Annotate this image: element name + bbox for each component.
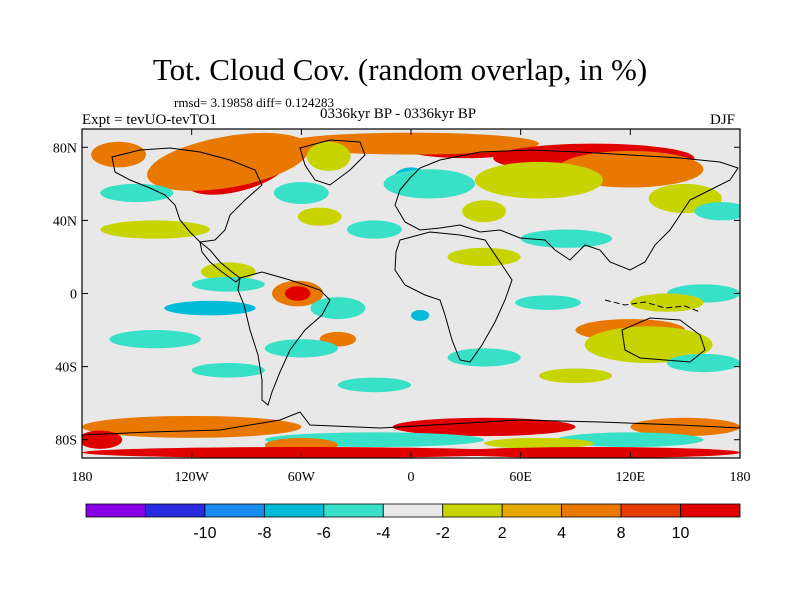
colorbar-swatch bbox=[145, 503, 206, 518]
anomaly-patch bbox=[82, 430, 123, 449]
colorbar-label: -6 bbox=[317, 525, 331, 542]
anomaly-patch bbox=[447, 348, 521, 367]
anomaly-patch bbox=[310, 297, 366, 320]
period-label: 0336kyr BP - 0336kyr BP bbox=[320, 106, 477, 122]
x-tick-label: 120W bbox=[175, 470, 210, 485]
anomaly-patch bbox=[147, 132, 310, 191]
coastline-south-america bbox=[237, 271, 331, 406]
anomaly-patch bbox=[694, 202, 740, 221]
x-tick-label: 180 bbox=[730, 470, 751, 485]
colorbar: -10 -8 -6 -4 -2 2 4 8 10 bbox=[85, 503, 741, 542]
colorbar-label: -2 bbox=[436, 525, 450, 542]
colorbar-label: -8 bbox=[257, 525, 271, 542]
colorbar-swatch bbox=[85, 503, 146, 518]
anomaly-patch bbox=[392, 417, 576, 437]
anomaly-patch bbox=[264, 339, 338, 358]
coastline-indonesia bbox=[604, 299, 701, 313]
anomaly-patch bbox=[538, 368, 613, 384]
x-tick-label: 0 bbox=[408, 470, 415, 485]
anomaly-patch bbox=[584, 326, 713, 363]
colorbar-swatch bbox=[204, 503, 265, 518]
colorbar-label: -10 bbox=[193, 525, 216, 542]
colorbar-swatch bbox=[501, 503, 563, 518]
coastline-greenland bbox=[299, 139, 366, 186]
anomaly-patch bbox=[191, 362, 265, 378]
y-tick-label: 80N bbox=[53, 141, 77, 156]
anomaly-patch bbox=[474, 161, 603, 199]
anomaly-patch bbox=[91, 141, 146, 168]
anomaly-patch bbox=[520, 229, 613, 248]
map-title: Tot. Cloud Cov. (random overlap, in %) bbox=[152, 52, 648, 87]
anomaly-patch bbox=[109, 330, 201, 349]
colorbar-swatch bbox=[680, 503, 741, 518]
anomaly-patch bbox=[347, 220, 402, 239]
coastline-north-america bbox=[111, 147, 263, 243]
anomaly-patch bbox=[666, 353, 740, 373]
anomaly-patch bbox=[447, 247, 521, 267]
anomaly-patch bbox=[200, 262, 256, 281]
coastline-antarctica bbox=[82, 411, 740, 436]
anomaly-patch bbox=[297, 207, 342, 226]
y-tick-label: 0 bbox=[70, 288, 77, 303]
anomaly-patch bbox=[484, 437, 594, 449]
anomaly-patch bbox=[284, 286, 311, 301]
anomaly-field bbox=[82, 132, 740, 458]
x-tick-label: 180 bbox=[72, 470, 93, 485]
anomaly-patch bbox=[630, 417, 740, 437]
anomaly-patch bbox=[462, 200, 507, 223]
anomaly-patch bbox=[191, 277, 265, 292]
anomaly-patch bbox=[447, 447, 740, 458]
anomaly-patch bbox=[273, 182, 329, 204]
colorbar-swatch bbox=[382, 503, 444, 518]
anomaly-patch bbox=[515, 295, 581, 310]
anomaly-patch bbox=[630, 293, 704, 312]
colorbar-swatch bbox=[561, 503, 622, 518]
season-label: DJF bbox=[710, 112, 736, 128]
y-tick-label: 80S bbox=[55, 434, 77, 449]
stats-text: rmsd= 3.19858 diff= 0.124283 bbox=[174, 95, 334, 110]
coastline-australia bbox=[621, 317, 706, 363]
colorbar-label: 2 bbox=[498, 525, 507, 542]
y-tick-label: 40S bbox=[55, 361, 77, 376]
colorbar-label: 10 bbox=[672, 525, 690, 542]
y-tick-label: 40N bbox=[53, 214, 77, 229]
x-tick-label: 60E bbox=[509, 470, 532, 485]
x-tick-label: 60W bbox=[288, 470, 316, 485]
anomaly-patch bbox=[411, 309, 430, 321]
colorbar-label: 8 bbox=[617, 525, 626, 542]
anomaly-patch bbox=[306, 141, 351, 172]
colorbar-label: -4 bbox=[376, 525, 390, 542]
coastlines bbox=[82, 139, 740, 436]
anomaly-patch bbox=[383, 169, 475, 199]
colorbar-label: 4 bbox=[557, 525, 566, 542]
anomaly-patch bbox=[164, 300, 256, 316]
experiment-label: Expt = tevUO-tevTO1 bbox=[82, 112, 217, 128]
colorbar-swatch bbox=[620, 503, 681, 518]
anomaly-patch bbox=[100, 220, 210, 239]
coastline-central-america bbox=[199, 240, 241, 283]
anomaly-patch bbox=[337, 377, 412, 393]
colorbar-swatch bbox=[263, 503, 325, 518]
x-tick-label: 120E bbox=[616, 470, 646, 485]
coastline-eurasia bbox=[394, 149, 739, 271]
anomaly-patch bbox=[100, 183, 174, 203]
colorbar-swatch bbox=[323, 503, 384, 518]
axis-ticks: 180 120W 60W 0 60E 120E 180 80N 40N 0 40S 80S bbox=[53, 129, 751, 485]
coastline-africa bbox=[394, 231, 513, 363]
colorbar-swatch bbox=[442, 503, 503, 518]
